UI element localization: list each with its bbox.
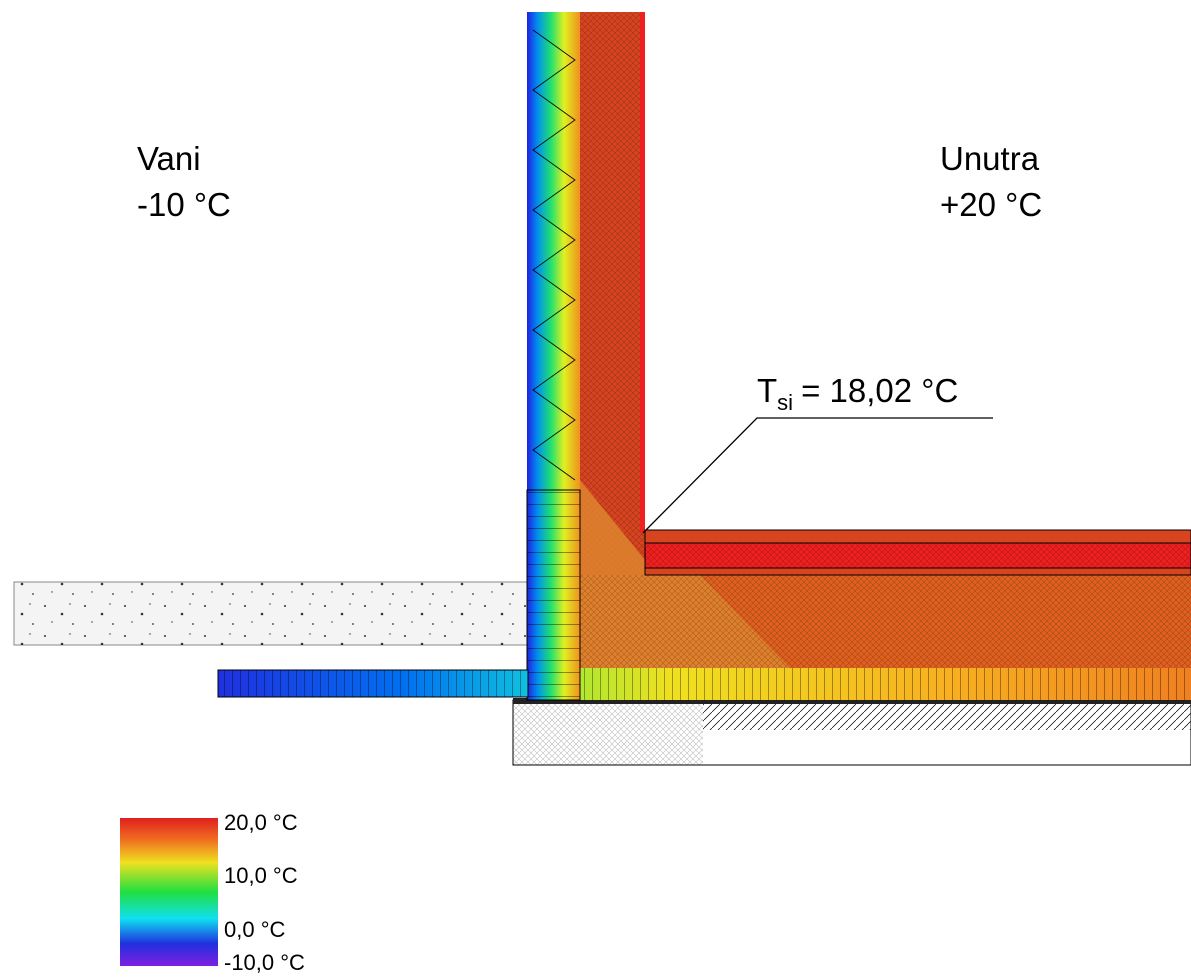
inside-title: Unutra [940, 140, 1040, 177]
inside-temperature: +20 °C [940, 186, 1042, 223]
thermal-diagram: Vani -10 °C Unutra +20 °C Tsi= 18,02 °C … [0, 0, 1191, 977]
ground-texture [14, 582, 530, 645]
annotation-subscript: si [777, 390, 793, 415]
wall-plaster [640, 12, 645, 532]
annotation-symbol: T [757, 372, 777, 409]
annotation-text: = 18,02 °C [801, 372, 958, 409]
plinth-insulation [527, 490, 580, 700]
legend-label: -10,0 °C [224, 950, 305, 975]
legend-label: 10,0 °C [224, 863, 298, 888]
outer-insulation-lines [218, 670, 528, 697]
floor-insulation-lines [580, 668, 1191, 700]
legend-label: 20,0 °C [224, 810, 298, 835]
foundation-hatch [580, 575, 1191, 668]
legend-label: 0,0 °C [224, 917, 285, 942]
annotation-leader [643, 418, 993, 533]
outside-temperature: -10 °C [137, 186, 231, 223]
annotation: Tsi = 18,02 °C [757, 372, 958, 415]
legend-scale [120, 818, 218, 966]
gravel-diag [703, 700, 1191, 730]
floor-hatch [645, 543, 1191, 568]
outside-title: Vani [137, 140, 201, 177]
construction [14, 12, 1191, 765]
gravel-hatch [513, 700, 703, 765]
